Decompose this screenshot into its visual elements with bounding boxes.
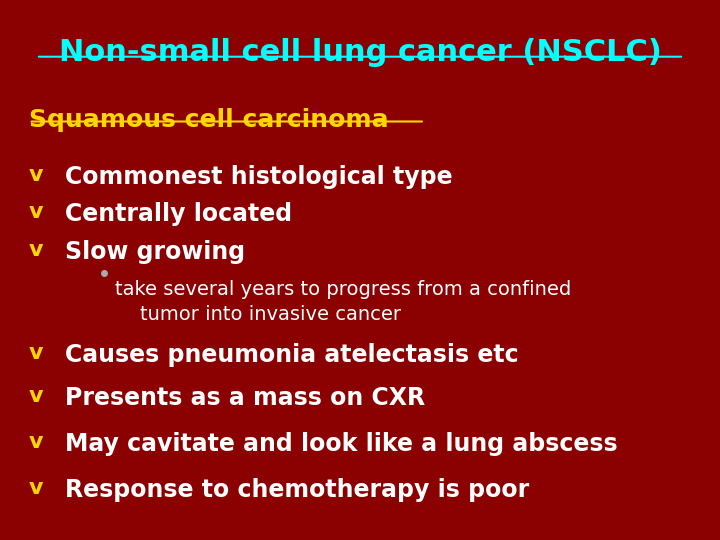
- Text: take several years to progress from a confined
    tumor into invasive cancer: take several years to progress from a co…: [115, 280, 572, 323]
- Text: v: v: [29, 240, 43, 260]
- Text: Response to chemotherapy is poor: Response to chemotherapy is poor: [65, 478, 529, 502]
- Text: Commonest histological type: Commonest histological type: [65, 165, 452, 188]
- Text: v: v: [29, 386, 43, 406]
- Text: v: v: [29, 343, 43, 363]
- Text: May cavitate and look like a lung abscess: May cavitate and look like a lung absces…: [65, 432, 618, 456]
- Text: v: v: [29, 202, 43, 222]
- Text: Centrally located: Centrally located: [65, 202, 292, 226]
- Text: v: v: [29, 478, 43, 498]
- Text: v: v: [29, 432, 43, 452]
- Text: Causes pneumonia atelectasis etc: Causes pneumonia atelectasis etc: [65, 343, 518, 367]
- Text: Squamous cell carcinoma: Squamous cell carcinoma: [29, 108, 388, 132]
- Text: Non-small cell lung cancer (NSCLC): Non-small cell lung cancer (NSCLC): [58, 38, 662, 67]
- Text: v: v: [29, 165, 43, 185]
- Text: Presents as a mass on CXR: Presents as a mass on CXR: [65, 386, 425, 410]
- Text: Slow growing: Slow growing: [65, 240, 245, 264]
